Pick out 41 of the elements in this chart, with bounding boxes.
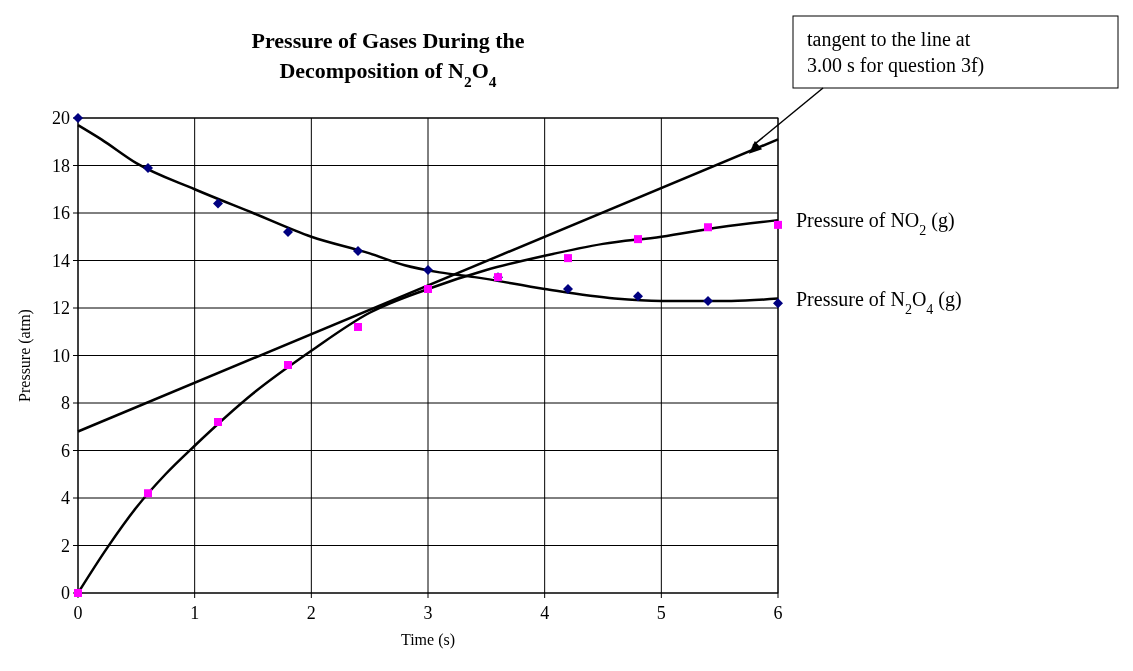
point [703,295,713,306]
annotation: tangent to the line at 3.00 s for question 3f) [807,28,985,77]
point [704,223,712,232]
y-tick-label: 14 [52,250,70,271]
point [633,291,643,302]
x-tick-label: 1 [190,603,200,623]
y-tick-label: 0 [61,583,70,603]
x-tick-label: 2 [306,603,316,623]
y-tick-label: 20 [52,108,70,128]
y-tick-label: 6 [61,440,70,461]
point [424,285,432,293]
chart-title: Pressure of Gases During the Decomposition of N$_{2}$O$_{4}$ [251,28,525,90]
y-tick-label: 18 [52,155,70,176]
point [284,361,292,369]
point [143,162,153,173]
point [563,284,573,294]
x-tick-label: 3 [423,603,433,623]
point [144,489,152,498]
point [773,298,783,309]
y-tick-label: 4 [61,488,70,508]
point [214,418,222,426]
point [423,265,433,275]
x-axis-title: Time (s) [400,631,456,649]
y-tick-label: 16 [52,203,70,223]
point [213,198,223,209]
y-tick-label: 8 [61,393,70,413]
point [354,323,362,331]
y-tick-label: 12 [52,298,70,318]
point [774,220,782,229]
y-tick-label: 10 [52,345,70,366]
x-tick-label: 5 [656,603,666,623]
x-tick-label: 6 [773,603,783,623]
point [634,235,642,244]
point [283,227,293,237]
y-axis-title: Pressure (atm) [16,309,34,402]
point [353,246,363,256]
y-tick-label: 2 [61,535,70,556]
point [564,254,572,263]
series-label: Pressure of N$_{2}$O$_{4}$ (g) [796,287,962,316]
x-tick-label: 4 [540,603,550,623]
series-label: Pressure of NO$_{2}$ (g) [796,209,955,238]
